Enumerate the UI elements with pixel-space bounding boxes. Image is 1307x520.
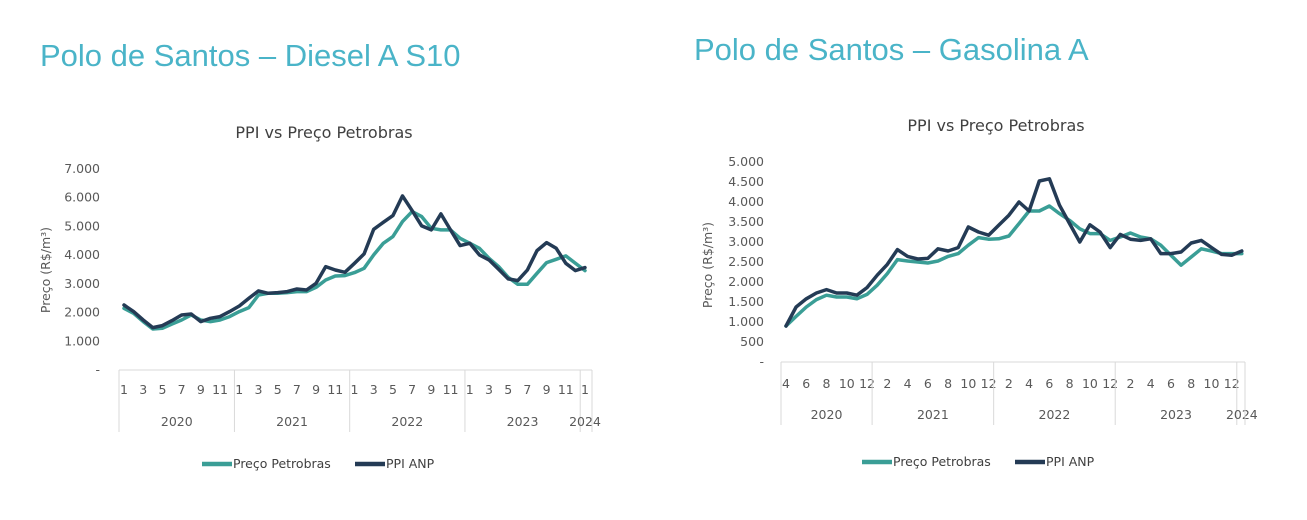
y-tick-label: 3.000 (64, 276, 100, 291)
x-tick-label: 5 (504, 382, 512, 397)
legend-label: PPI ANP (1046, 454, 1095, 469)
y-tick-label: 4.500 (728, 174, 764, 189)
legend-label: Preço Petrobras (893, 454, 991, 469)
x-tick-label: 1 (466, 382, 474, 397)
y-tick-label: 2.000 (64, 305, 100, 320)
y-tick-label: 3.000 (728, 234, 764, 249)
y-tick-label: 4.000 (728, 194, 764, 209)
x-tick-label: 11 (558, 382, 574, 397)
series-line-preco-petrobras (784, 204, 1244, 328)
x-year-label: 2021 (917, 407, 949, 422)
chart-title: PPI vs Preço Petrobras (907, 116, 1084, 135)
x-year-label: 2021 (276, 414, 308, 429)
series-line-ppi-anp (784, 177, 1244, 328)
y-tick-label: 2.000 (728, 274, 764, 289)
x-tick-label: 4 (904, 376, 912, 391)
x-tick-label: 12 (859, 376, 875, 391)
x-tick-label: 5 (389, 382, 397, 397)
x-tick-label: 6 (802, 376, 810, 391)
x-tick-label: 3 (139, 382, 147, 397)
x-tick-label: 12 (1224, 376, 1240, 391)
x-tick-label: 4 (1147, 376, 1155, 391)
x-year-label: 2024 (569, 414, 601, 429)
x-year-label: 2022 (391, 414, 423, 429)
x-tick-label: 12 (1102, 376, 1118, 391)
y-tick-label: 7.000 (64, 161, 100, 176)
y-tick-label: - (759, 354, 764, 369)
x-year-label: 2023 (507, 414, 539, 429)
x-tick-label: 7 (178, 382, 186, 397)
y-tick-label: 2.500 (728, 254, 764, 269)
y-tick-label: 5.000 (64, 218, 100, 233)
x-tick-label: 6 (924, 376, 932, 391)
y-tick-label: 1.500 (728, 294, 764, 309)
x-tick-label: 1 (351, 382, 359, 397)
y-axis-title: Preço (R$/m³) (700, 222, 715, 308)
series-line-preco-petrobras (122, 209, 587, 331)
x-tick-label: 5 (274, 382, 282, 397)
x-tick-label: 9 (543, 382, 551, 397)
x-tick-label: 11 (327, 382, 343, 397)
x-tick-label: 11 (212, 382, 228, 397)
x-tick-label: 9 (312, 382, 320, 397)
x-tick-label: 8 (1066, 376, 1074, 391)
x-tick-label: 6 (1167, 376, 1175, 391)
x-year-label: 2022 (1039, 407, 1071, 422)
y-tick-label: 4.000 (64, 247, 100, 262)
x-tick-label: 4 (1025, 376, 1033, 391)
x-tick-label: 10 (960, 376, 976, 391)
x-tick-label: 3 (370, 382, 378, 397)
x-tick-label: 8 (823, 376, 831, 391)
x-tick-label: 10 (1082, 376, 1098, 391)
y-tick-label: 1.000 (64, 333, 100, 348)
y-tick-label: 6.000 (64, 190, 100, 205)
x-tick-label: 2 (1005, 376, 1013, 391)
x-tick-label: 7 (293, 382, 301, 397)
x-tick-label: 2 (883, 376, 891, 391)
slide-title-gasolina: Polo de Santos – Gasolina A (694, 32, 1089, 67)
x-tick-label: 1 (581, 382, 589, 397)
x-tick-label: 5 (158, 382, 166, 397)
x-tick-label: 3 (254, 382, 262, 397)
y-tick-label: 3.500 (728, 214, 764, 229)
x-tick-label: 10 (839, 376, 855, 391)
y-tick-label: - (95, 362, 100, 377)
slide-title-diesel: Polo de Santos – Diesel A S10 (40, 38, 461, 73)
x-tick-label: 6 (1045, 376, 1053, 391)
legend-label: PPI ANP (386, 456, 435, 471)
x-tick-label: 10 (1204, 376, 1220, 391)
x-tick-label: 2 (1126, 376, 1134, 391)
x-tick-label: 9 (197, 382, 205, 397)
chart-title: PPI vs Preço Petrobras (235, 123, 412, 142)
x-year-label: 2020 (811, 407, 843, 422)
x-year-label: 2024 (1226, 407, 1258, 422)
x-tick-label: 4 (782, 376, 790, 391)
x-year-label: 2020 (161, 414, 193, 429)
x-tick-label: 1 (120, 382, 128, 397)
y-tick-label: 5.000 (728, 154, 764, 169)
y-tick-label: 500 (740, 334, 764, 349)
x-tick-label: 9 (427, 382, 435, 397)
x-year-label: 2023 (1160, 407, 1192, 422)
x-tick-label: 11 (443, 382, 459, 397)
legend-label: Preço Petrobras (233, 456, 331, 471)
y-axis-title: Preço (R$/m³) (38, 227, 53, 313)
x-tick-label: 8 (944, 376, 952, 391)
y-tick-label: 1.000 (728, 314, 764, 329)
x-tick-label: 1 (235, 382, 243, 397)
x-tick-label: 12 (981, 376, 997, 391)
series-line-ppi-anp (122, 194, 587, 330)
x-tick-label: 7 (408, 382, 416, 397)
x-tick-label: 8 (1187, 376, 1195, 391)
x-tick-label: 7 (523, 382, 531, 397)
x-tick-label: 3 (485, 382, 493, 397)
